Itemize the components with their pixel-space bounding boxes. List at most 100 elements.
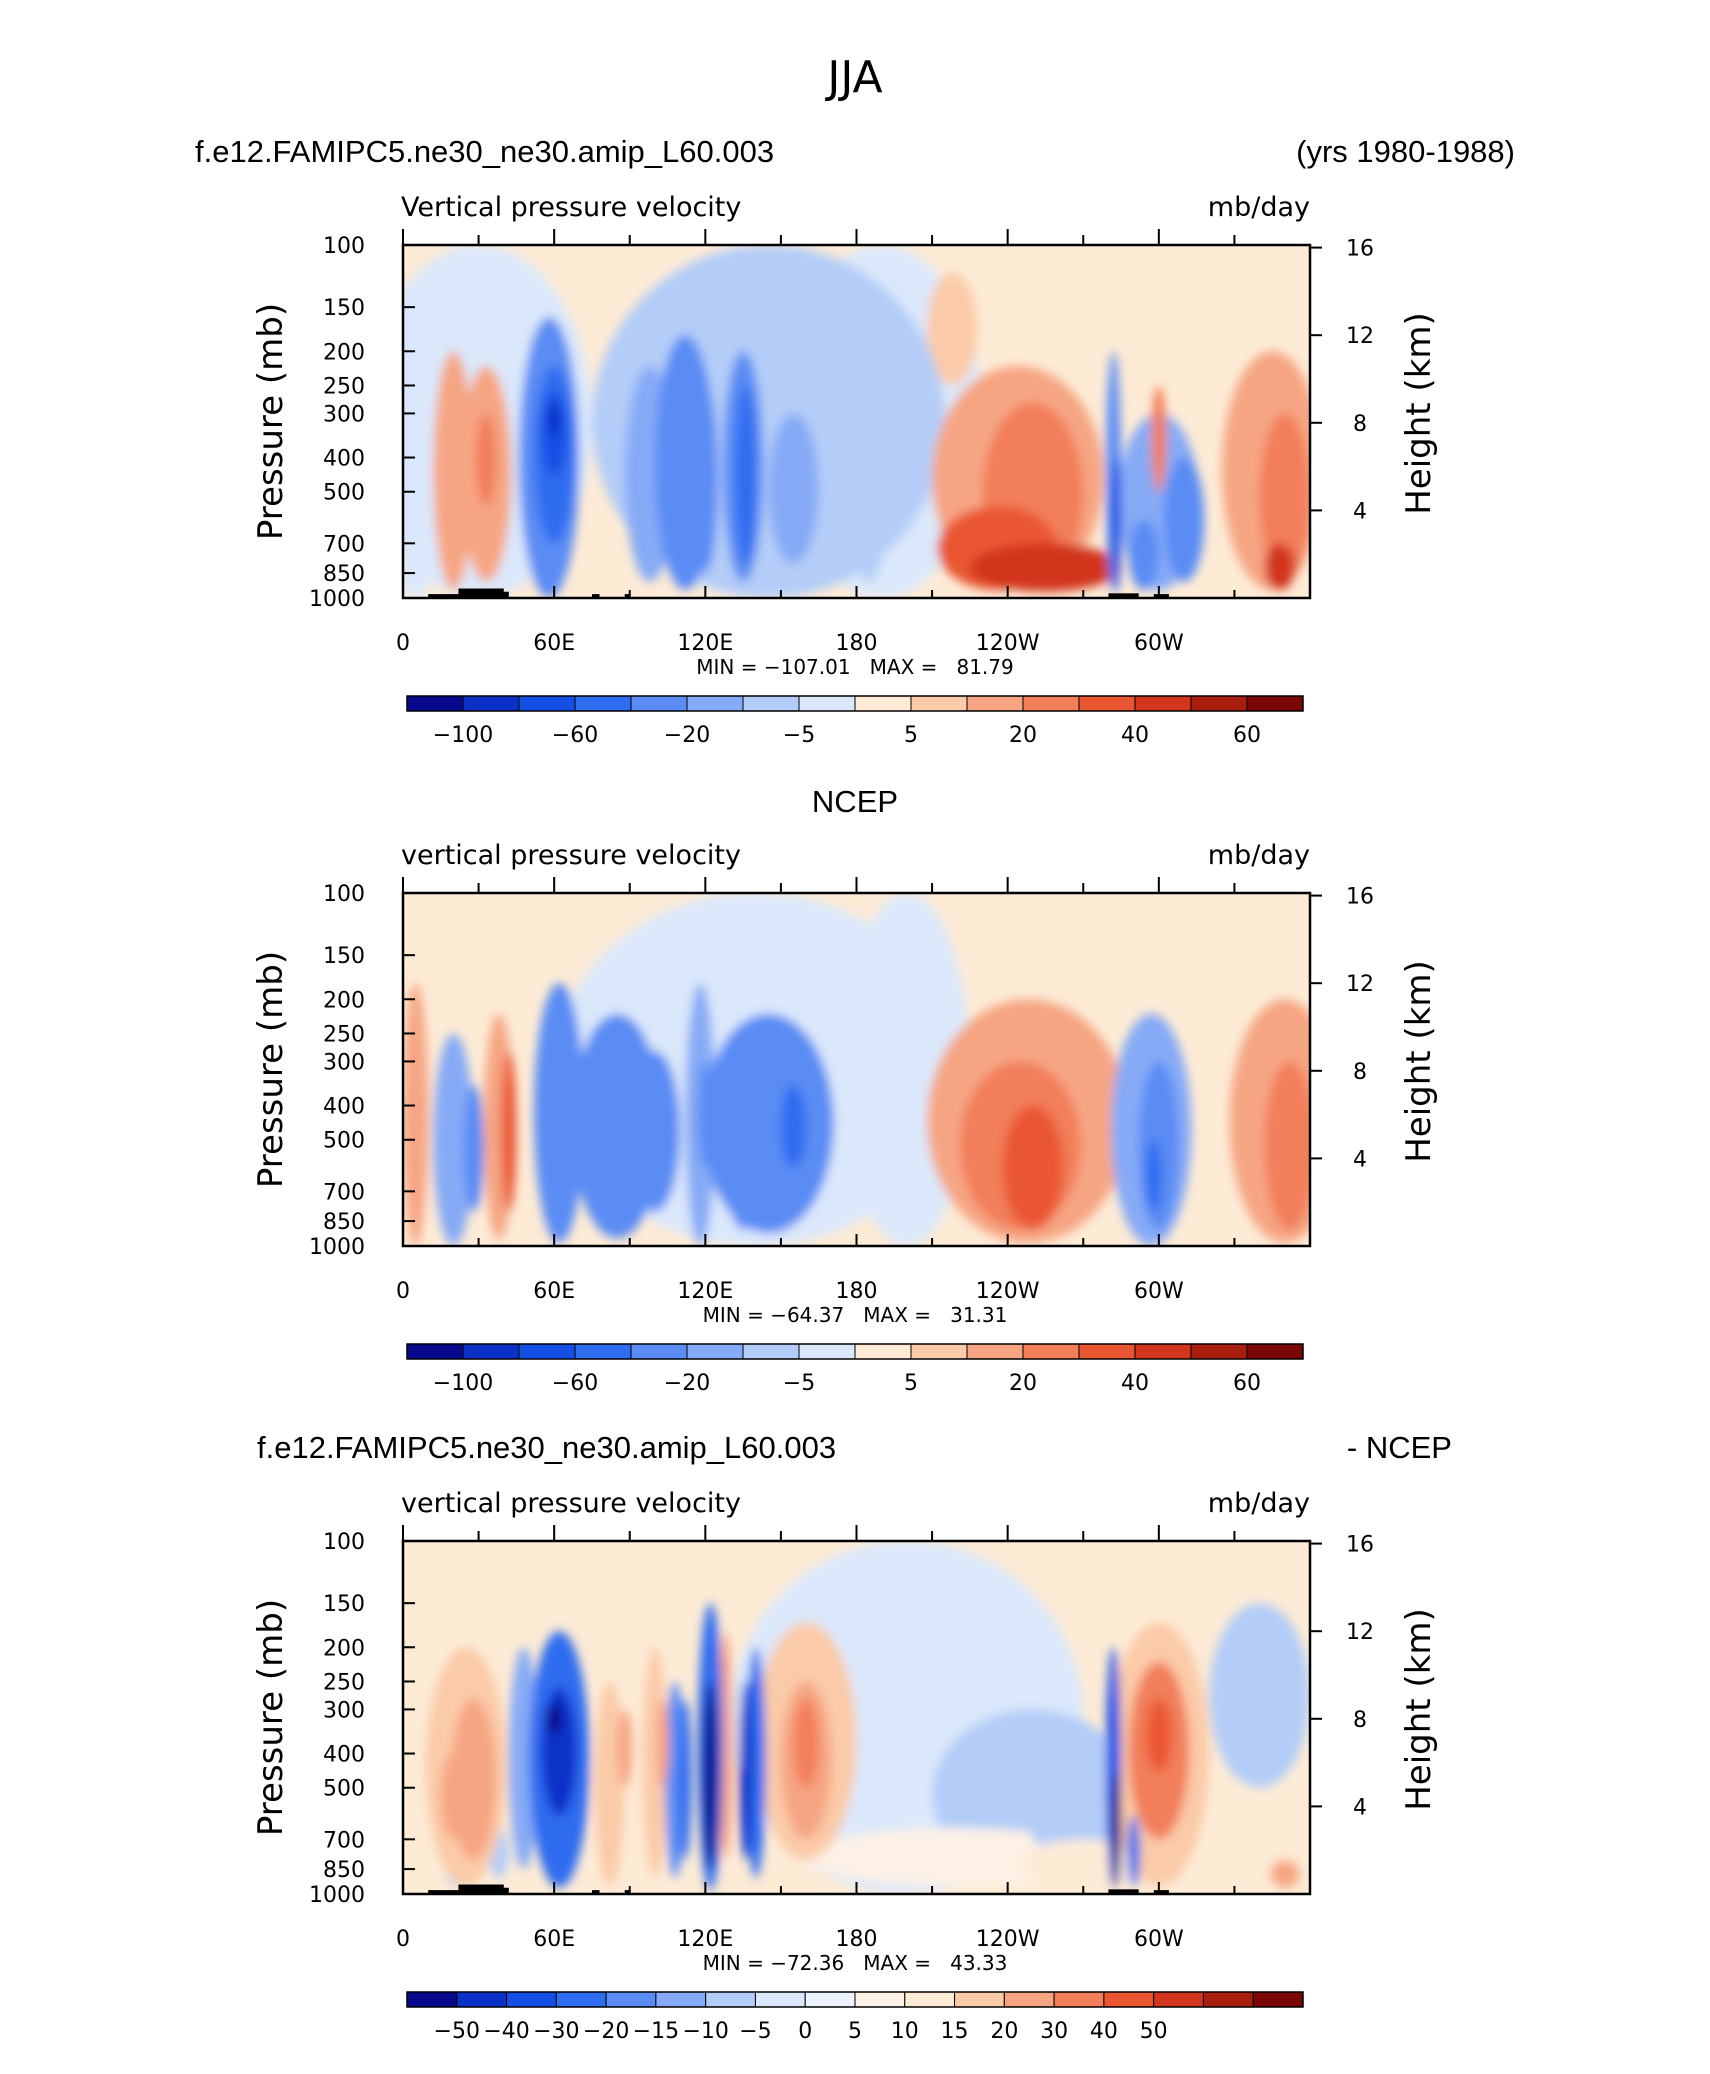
colorbar-label: 5 <box>848 2019 862 2044</box>
panel-diff-contours <box>425 1541 1310 1894</box>
contour-region <box>440 1753 466 1840</box>
contour-region <box>1264 543 1295 591</box>
colorbar-label: −10 <box>682 2019 728 2044</box>
lon-tick-label: 60E <box>533 1927 575 1952</box>
lon-tick-label: 0 <box>396 631 410 656</box>
colorbar-swatch <box>406 1991 458 2008</box>
colorbar-swatch <box>1246 695 1304 712</box>
contour-region <box>1127 1815 1140 1887</box>
contour-region <box>403 983 429 1246</box>
colorbar-swatch <box>954 1991 1005 2008</box>
colorbar-swatch <box>630 695 688 712</box>
colorbar-swatch <box>854 1343 912 1360</box>
panel-model: f.e12.FAMIPC5.ne30_ne30.amip_L60.003 (yr… <box>195 134 1515 748</box>
colorbar-swatch <box>630 1343 688 1360</box>
pressure-tick-label: 400 <box>323 1743 365 1768</box>
contour-region <box>544 1061 565 1192</box>
height-tick-label: 8 <box>1353 412 1367 437</box>
colorbar-swatch <box>518 1343 576 1360</box>
contour-region <box>541 1687 577 1816</box>
colorbar-swatch <box>1022 1343 1080 1360</box>
colorbar-frame <box>406 695 1304 712</box>
pressure-tick-label: 300 <box>323 1698 365 1723</box>
pressure-tick-label: 500 <box>323 1777 365 1802</box>
contour-region <box>547 402 561 438</box>
lon-tick-label: 120W <box>976 1279 1040 1304</box>
colorbar-swatch <box>1190 695 1248 712</box>
lon-tick-label: 180 <box>836 631 878 656</box>
colorbar-label: 30 <box>1040 2019 1068 2044</box>
panel-model-colorbar: −100 −60 −20 −5 5 20 40 60 <box>406 695 1304 748</box>
panel-model-plot <box>403 245 1310 598</box>
panel-obs-header-center: NCEP <box>812 784 898 819</box>
colorbar-frame <box>406 1991 1304 2008</box>
colorbar-label: −20 <box>664 1371 710 1396</box>
contour-region <box>678 1698 692 1860</box>
colorbar-swatch <box>506 1991 557 2008</box>
contour-region <box>702 1681 718 1870</box>
pressure-tick-label: 300 <box>323 1050 365 1075</box>
colorbar-swatch <box>574 695 632 712</box>
contour-region <box>546 1704 562 1734</box>
topography-block <box>1108 593 1139 598</box>
topography-block <box>624 594 630 598</box>
topography-block <box>591 1890 600 1894</box>
topography-block <box>478 591 509 598</box>
panel-model-header-right: (yrs 1980-1988) <box>1296 134 1515 169</box>
pressure-tick-label: 250 <box>323 1670 365 1695</box>
contour-region <box>1020 1733 1122 1860</box>
colorbar-swatch <box>742 1343 800 1360</box>
pressure-tick-label: 1000 <box>309 1235 365 1260</box>
contour-region <box>665 1681 686 1878</box>
colorbar-label: −15 <box>633 2019 679 2044</box>
panel-obs-colorbar: −100 −60 −20 −5 5 20 40 60 <box>406 1343 1304 1396</box>
contour-region <box>594 1681 625 1887</box>
contour-region <box>780 1085 807 1168</box>
contour-region <box>722 1033 764 1230</box>
contour-region <box>403 543 431 598</box>
panel-model-variable: Vertical pressure velocity <box>401 192 741 223</box>
pressure-tick-label: 500 <box>323 1129 365 1154</box>
colorbar-swatch <box>574 1343 632 1360</box>
contour-region <box>433 1033 474 1246</box>
height-tick-label: 4 <box>1353 1147 1367 1172</box>
contour-region <box>1209 1603 1310 1788</box>
topography-block <box>428 594 484 598</box>
colorbar-label: −5 <box>783 1371 815 1396</box>
colorbar-label: −5 <box>783 723 815 748</box>
height-tick-label: 4 <box>1353 1795 1367 1820</box>
panel-obs-variable: vertical pressure velocity <box>401 840 741 871</box>
colorbar-swatch <box>456 1991 508 2008</box>
contour-region <box>1146 1698 1172 1772</box>
pressure-tick-label: 250 <box>323 374 365 399</box>
panel-model-units: mb/day <box>1208 192 1310 223</box>
pressure-tick-label: 700 <box>323 1180 365 1205</box>
colorbar-swatch <box>1134 1343 1192 1360</box>
contour-region <box>1269 1859 1300 1888</box>
colorbar-label: 15 <box>941 2019 969 2044</box>
pressure-tick-label: 150 <box>323 296 365 321</box>
colorbar-swatch <box>406 695 464 712</box>
pressure-tick-label: 500 <box>323 481 365 506</box>
pressure-tick-label: 300 <box>323 402 365 427</box>
contour-region <box>768 413 819 564</box>
panel-diff-header-left: f.e12.FAMIPC5.ne30_ne30.amip_L60.003 <box>257 1430 836 1465</box>
height-axis-title: Height (km) <box>1399 312 1439 515</box>
colorbar-swatch <box>854 1991 906 2008</box>
colorbar-swatch <box>605 1991 657 2008</box>
topography-block <box>1153 1890 1169 1894</box>
contour-region <box>629 1050 681 1212</box>
panel-obs-units: mb/day <box>1208 840 1310 871</box>
panel-obs-stats: MIN = −64.37 MAX = 31.31 <box>703 1303 1008 1327</box>
panel-diff-header-right: - NCEP <box>1347 1430 1452 1465</box>
panel-diff-topography <box>428 1884 1169 1894</box>
pressure-tick-label: 100 <box>323 234 365 259</box>
contour-region <box>1264 1061 1310 1230</box>
colorbar-swatch <box>966 1343 1024 1360</box>
height-tick-label: 12 <box>1346 324 1374 349</box>
main-title: JJA <box>824 52 882 103</box>
pressure-tick-label: 700 <box>323 1828 365 1853</box>
